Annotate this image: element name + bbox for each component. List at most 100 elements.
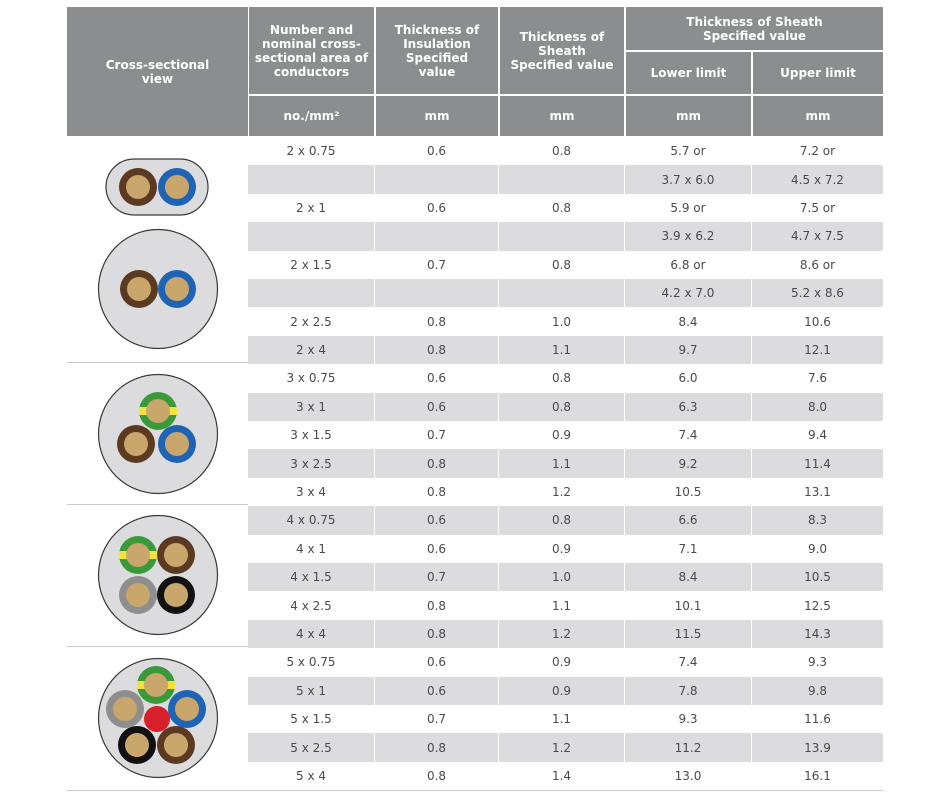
- cell-insulation: 0.6: [375, 534, 499, 563]
- cell-sheath: 1.1: [499, 335, 625, 365]
- cell-size: 3 x 0.75: [248, 364, 375, 393]
- cell-size: 2 x 2.5: [248, 307, 375, 336]
- cell-insulation: 0.8: [375, 477, 499, 507]
- group-separator: [67, 646, 248, 647]
- header-overall: Thickness of Sheath Specified value: [626, 7, 883, 50]
- header-insulation: Thickness of Insulation Specified value: [376, 7, 498, 94]
- cell-lower-limit: 9.3: [625, 705, 752, 734]
- cell-insulation: [375, 165, 499, 194]
- cell-lower-limit: 5.9 or: [625, 193, 752, 223]
- cell-sheath: 0.8: [499, 364, 625, 393]
- copper-core: [126, 175, 150, 199]
- table-row: 4 x 2.5 0.8 1.1 10.1 12.5: [248, 591, 883, 620]
- cell-upper-limit: 14.3: [804, 626, 831, 641]
- cell-sheath: 0.9: [499, 676, 625, 705]
- copper-core: [125, 733, 149, 757]
- copper-core: [165, 277, 189, 301]
- cell-insulation: 0.6: [375, 506, 499, 535]
- cell-lower-limit: 11.5: [625, 619, 752, 649]
- cell-insulation: 0.8: [375, 307, 499, 336]
- cell-insulation: [375, 222, 499, 251]
- cell-insulation: [375, 279, 499, 308]
- cell-size: 2 x 1.5: [248, 250, 375, 279]
- header-conductors: Number and nominal cross-sectional area …: [249, 7, 374, 94]
- cell-upper-limit: 11.4: [804, 456, 831, 471]
- cell-insulation: 0.7: [375, 563, 499, 592]
- header-upper-limit: Upper limit: [753, 52, 883, 94]
- cell-sheath: 1.1: [499, 449, 625, 478]
- cell-size: 5 x 4: [248, 761, 375, 791]
- copper-core: [127, 277, 151, 301]
- cell-upper-limit: 4.5 x 7.2: [791, 172, 844, 187]
- copper-core: [124, 432, 148, 456]
- cell-sheath: 0.9: [499, 534, 625, 563]
- cell-upper-limit: 12.5: [804, 598, 831, 613]
- table-row: 4 x 1 0.6 0.9 7.1 9.0: [248, 534, 883, 563]
- cell-insulation: 0.6: [375, 676, 499, 705]
- table-row: 3 x 0.75 0.6 0.8 6.0 7.6: [248, 364, 883, 393]
- cell-size: 4 x 2.5: [248, 591, 375, 620]
- unit-lower: mm: [626, 96, 751, 136]
- cell-lower-limit: 10.1: [625, 591, 752, 620]
- cell-upper-limit: 10.6: [804, 314, 831, 329]
- table-row: 2 x 1.5 0.7 0.8 6.8 or 8.6 or: [248, 250, 883, 279]
- cell-upper-limit: 8.0: [807, 399, 828, 414]
- cell-insulation: 0.6: [375, 364, 499, 393]
- red-filler: [144, 706, 170, 732]
- cell-sheath: 1.2: [499, 733, 625, 762]
- cell-insulation: 0.6: [375, 193, 499, 223]
- table-bottom-rule: [67, 790, 883, 791]
- cell-upper-limit: 12.1: [804, 342, 831, 357]
- cell-upper-limit: 9.3: [807, 655, 828, 670]
- cell-upper-limit: 7.5 or: [799, 200, 836, 215]
- cell-size: 5 x 1: [248, 676, 375, 705]
- cell-sheath: 0.8: [499, 137, 625, 166]
- cell-lower-limit: 5.7 or: [625, 137, 752, 166]
- copper-core: [164, 583, 188, 607]
- group-separator: [67, 504, 248, 505]
- table-row: 2 x 1 0.6 0.8 5.9 or 7.5 or: [248, 193, 883, 223]
- cell-size: 3 x 2.5: [248, 449, 375, 478]
- copper-core: [146, 399, 170, 423]
- cell-lower-limit: 7.4: [625, 421, 752, 450]
- cell-sheath: 0.8: [499, 193, 625, 223]
- cell-insulation: 0.7: [375, 250, 499, 279]
- table-row: 5 x 1 0.6 0.9 7.8 9.8: [248, 676, 883, 705]
- copper-core: [144, 673, 168, 697]
- cell-lower-limit: 3.9 x 6.2: [625, 222, 752, 251]
- cell-size: 2 x 0.75: [248, 137, 375, 166]
- cell-insulation: 0.7: [375, 705, 499, 734]
- copper-core: [164, 543, 188, 567]
- table-row: 3.7 x 6.0 4.5 x 7.2: [248, 165, 883, 194]
- cell-lower-limit: 3.7 x 6.0: [625, 165, 752, 194]
- cell-size: [248, 279, 375, 308]
- cell-upper-limit: 10.5: [804, 570, 831, 585]
- cell-size: 3 x 4: [248, 477, 375, 507]
- table-row: 3 x 2.5 0.8 1.1 9.2 11.4: [248, 449, 883, 478]
- cell-upper-limit: 7.2 or: [799, 144, 836, 159]
- cell-upper-limit: 5.2 x 8.6: [791, 286, 844, 301]
- table-row: 5 x 0.75 0.6 0.9 7.4 9.3: [248, 648, 883, 677]
- cell-upper-limit: 9.4: [807, 428, 828, 443]
- copper-core: [165, 175, 189, 199]
- cell-size: 2 x 4: [248, 335, 375, 365]
- cell-insulation: 0.8: [375, 619, 499, 649]
- cell-sheath: 0.9: [499, 421, 625, 450]
- copper-core: [175, 697, 199, 721]
- cell-size: 4 x 1: [248, 534, 375, 563]
- cell-upper-limit: 8.3: [807, 513, 828, 528]
- cell-lower-limit: 7.8: [625, 676, 752, 705]
- cell-insulation: 0.6: [375, 137, 499, 166]
- cell-size: 4 x 1.5: [248, 563, 375, 592]
- cable-diagram-2-core-round: [97, 228, 219, 350]
- copper-core: [113, 697, 137, 721]
- cell-size: 2 x 1: [248, 193, 375, 223]
- cell-sheath: [499, 279, 625, 308]
- table-row: 4.2 x 7.0 5.2 x 8.6: [248, 279, 883, 308]
- table-row: 5 x 2.5 0.8 1.2 11.2 13.9: [248, 733, 883, 762]
- cell-size: 3 x 1: [248, 392, 375, 421]
- cell-upper-limit: 16.1: [804, 768, 831, 783]
- cell-upper-limit: 13.1: [804, 484, 831, 499]
- cell-sheath: [499, 222, 625, 251]
- cell-size: 5 x 1.5: [248, 705, 375, 734]
